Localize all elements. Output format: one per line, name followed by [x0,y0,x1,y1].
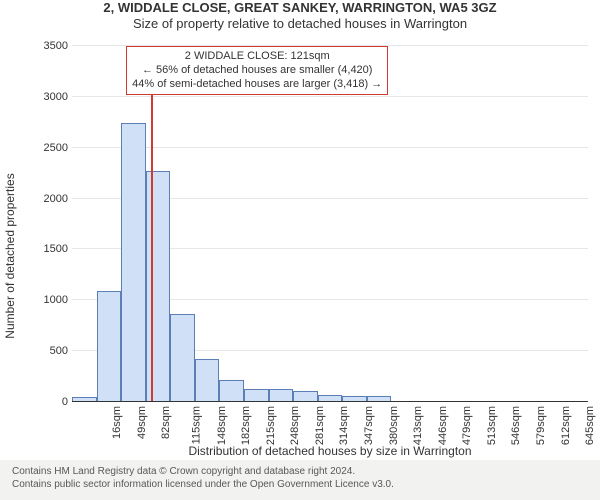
page-root: 2, WIDDALE CLOSE, GREAT SANKEY, WARRINGT… [0,0,600,500]
x-tick-label: 645sqm [584,406,596,445]
x-tick-label: 281sqm [314,406,326,445]
x-tick-label: 347sqm [363,406,375,445]
footer-line-1: Contains HM Land Registry data © Crown c… [12,465,588,478]
x-tick-label: 446sqm [437,406,449,445]
y-tick-label: 0 [28,396,68,408]
x-tick-label: 513sqm [486,406,498,445]
histogram-bar [219,380,244,402]
x-tick-label: 314sqm [339,406,351,445]
y-tick-label: 1500 [28,243,68,255]
plot-inner: 0500100015002000250030003500 [72,46,588,402]
footer: Contains HM Land Registry data © Crown c… [0,460,600,500]
x-axis-label: Distribution of detached houses by size … [72,444,588,458]
chart-wrapper: Number of detached properties 0500100015… [0,40,600,458]
histogram-bar [121,123,146,402]
annotation-line-1: 2 WIDDALE CLOSE: 121sqm [132,50,382,64]
x-tick-label: 380sqm [388,406,400,445]
y-tick-label: 500 [28,345,68,357]
footer-line-2: Contains public sector information licen… [12,478,588,491]
y-tick-label: 2500 [28,142,68,154]
y-tick-label: 1000 [28,294,68,306]
y-tick-label: 3500 [28,40,68,52]
x-tick-label: 546sqm [511,406,523,445]
y-tick-label: 3000 [28,91,68,103]
x-tick-label: 49sqm [136,406,148,439]
y-tick-label: 2000 [28,193,68,205]
x-tick-label: 612sqm [560,406,572,445]
reference-marker-line [151,46,153,402]
x-tick-label: 82sqm [160,406,172,439]
x-tick-label: 215sqm [265,406,277,445]
bars-container [72,46,588,402]
y-axis-label: Number of detached properties [3,173,17,338]
x-tick-label: 148sqm [216,406,228,445]
annotation-line-2: ← 56% of detached houses are smaller (4,… [132,64,382,78]
x-tick-label: 413sqm [412,406,424,445]
histogram-bar [170,314,195,402]
plot-area: 0500100015002000250030003500 16sqm49sqm8… [72,46,588,402]
x-tick-label: 579sqm [535,406,547,445]
page-subtitle: Size of property relative to detached ho… [0,16,600,33]
x-tick-label: 248sqm [289,406,301,445]
annotation-line-3: 44% of semi-detached houses are larger (… [132,78,382,92]
x-tick-label: 479sqm [461,406,473,445]
x-tick-label: 115sqm [190,406,202,444]
page-title: 2, WIDDALE CLOSE, GREAT SANKEY, WARRINGT… [0,0,600,16]
x-tick-label: 182sqm [240,406,252,445]
x-tick-label: 16sqm [111,406,123,439]
histogram-bar [195,359,220,402]
histogram-bar [146,171,171,402]
annotation-box: 2 WIDDALE CLOSE: 121sqm ← 56% of detache… [126,46,388,95]
histogram-bar [97,291,122,402]
